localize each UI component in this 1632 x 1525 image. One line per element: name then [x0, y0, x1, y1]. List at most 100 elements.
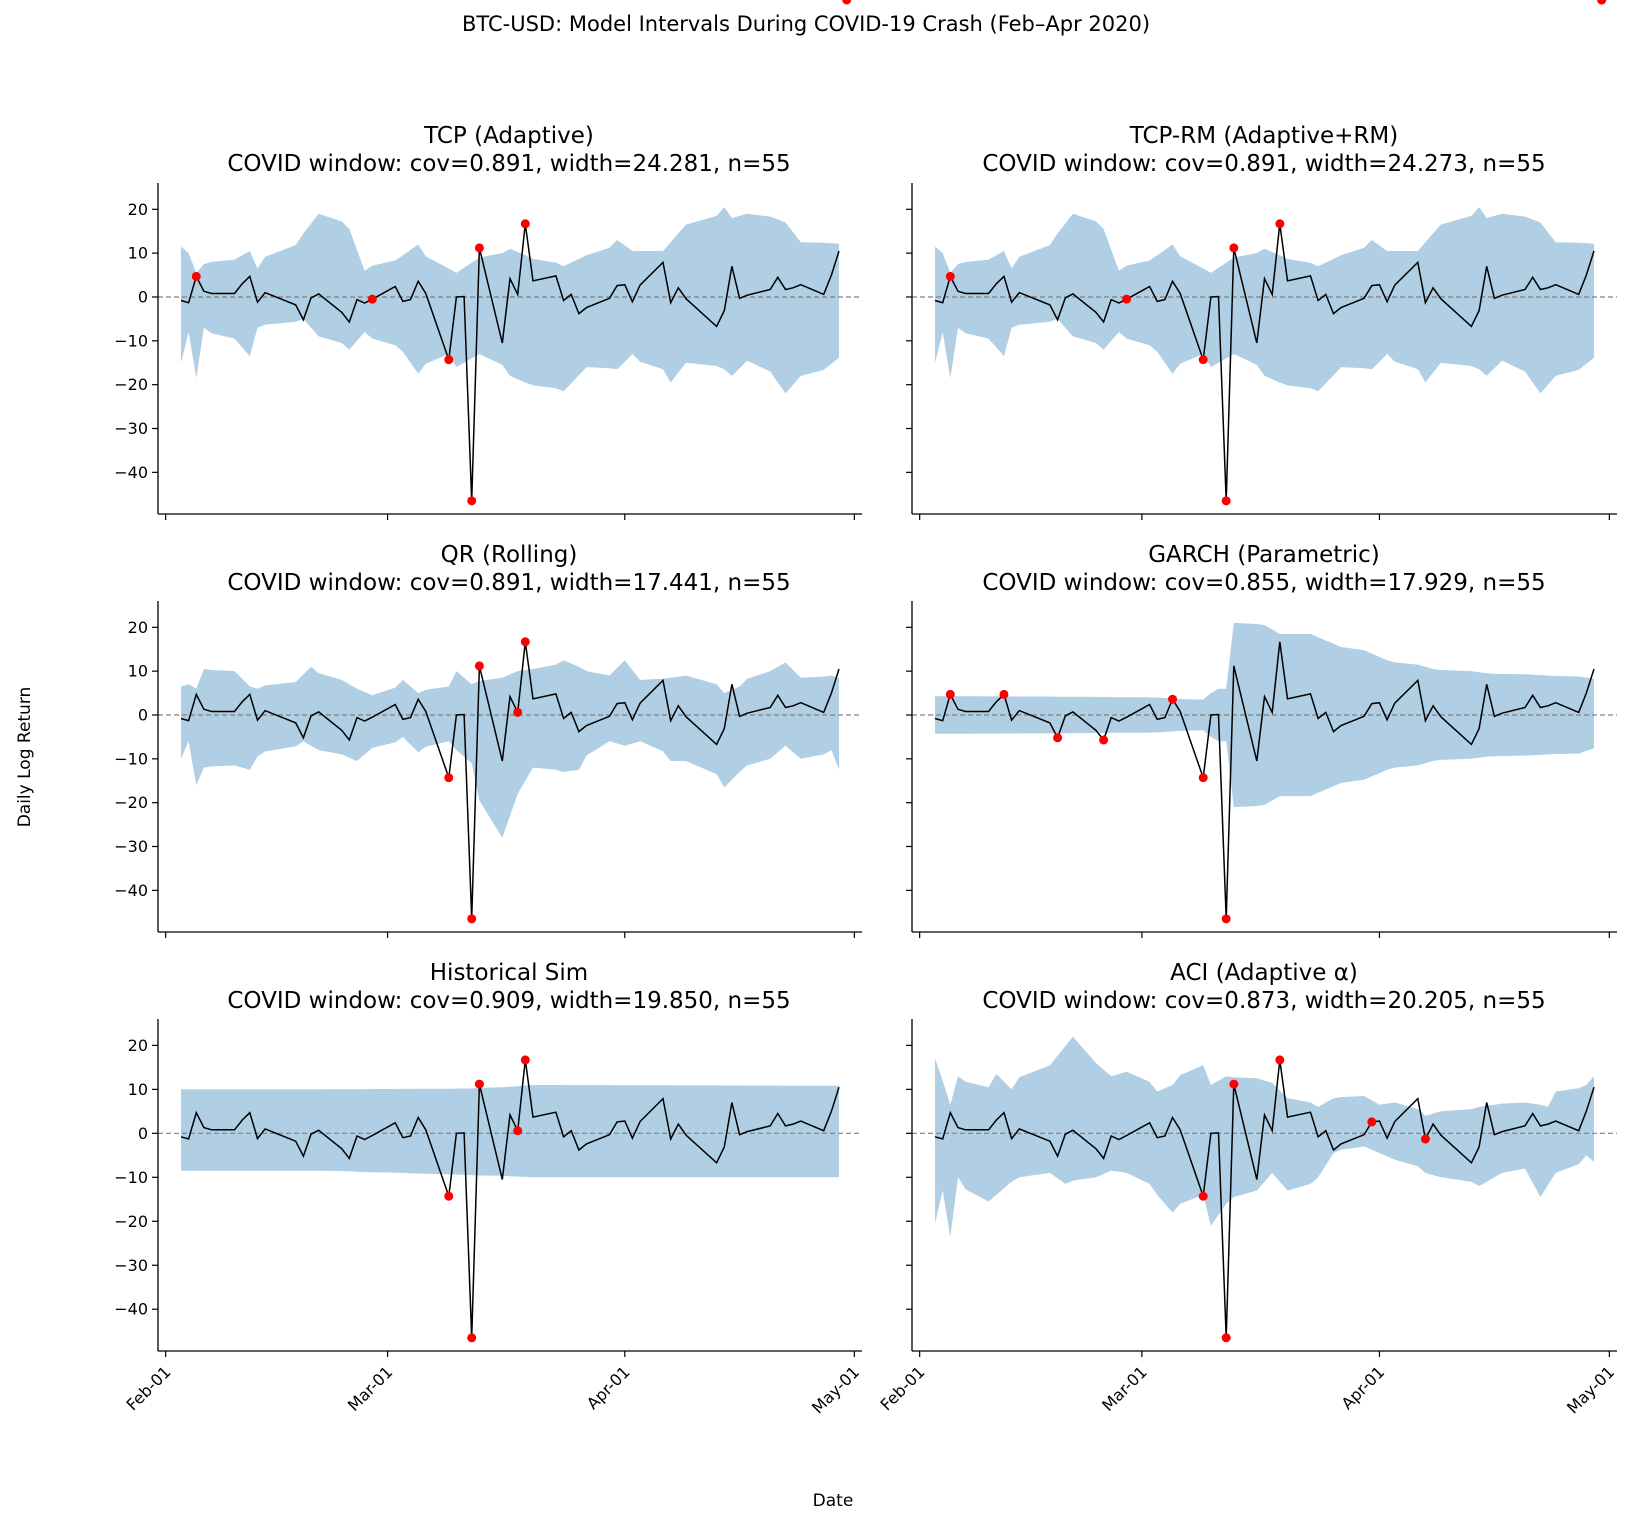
- panel-subtitle: COVID window: cov=0.873, width=20.205, n…: [982, 988, 1545, 1014]
- interval-band: [181, 207, 839, 394]
- y-tick-label: 0: [138, 705, 148, 724]
- miss-point: [1198, 773, 1208, 783]
- miss-point: [191, 271, 201, 281]
- x-tick-label: Apr-01: [583, 1362, 634, 1413]
- y-tick-label: −10: [114, 1168, 148, 1187]
- miss-point: [1229, 243, 1239, 253]
- miss-point: [474, 243, 484, 253]
- miss-point: [1229, 1079, 1239, 1089]
- miss-point: [1198, 1191, 1208, 1201]
- miss-point: [945, 271, 955, 281]
- miss-point: [1275, 219, 1285, 229]
- interval-band: [181, 1085, 839, 1178]
- panel-title: GARCH (Parametric): [1148, 542, 1380, 568]
- panel-title: TCP (Adaptive): [423, 123, 594, 149]
- return-line: [180, 223, 840, 501]
- y-tick-label: −10: [114, 749, 148, 768]
- panel-plot: 20 10 0 −10 −20 −30 −40 Feb-01 Mar-01 Apr-01 May-0…: [114, 1019, 863, 1418]
- panel-subtitle: COVID window: cov=0.891, width=17.441, n…: [227, 570, 790, 596]
- miss-point: [1221, 496, 1231, 506]
- miss-point: [520, 637, 530, 647]
- panel-title: QR (Rolling): [441, 542, 578, 568]
- panel-subtitle: COVID window: cov=0.891, width=24.273, n…: [982, 151, 1545, 177]
- return-line: [934, 1059, 1595, 1338]
- miss-point: [474, 661, 484, 671]
- panel-tcp-rm: TCP-RM (Adaptive+RM) COVID window: cov=0…: [906, 123, 1617, 520]
- miss-point: [467, 914, 477, 924]
- miss-point: [474, 1079, 484, 1089]
- panel-tcp-adaptive: TCP (Adaptive) COVID window: cov=0.891, …: [114, 123, 862, 520]
- y-tick-label: −40: [114, 463, 148, 482]
- y-tick-label: −30: [114, 837, 148, 856]
- miss-point: [367, 294, 377, 304]
- y-tick-label: −20: [114, 793, 148, 812]
- panel-subtitle: COVID window: cov=0.891, width=24.281, n…: [227, 151, 790, 177]
- x-tick-label: May-01: [808, 1362, 863, 1417]
- panel-plot: 20 10 0 −10 −20 −30 −40: [114, 0, 862, 938]
- miss-point: [520, 1055, 530, 1065]
- miss-point: [467, 496, 477, 506]
- miss-point: [1420, 1134, 1430, 1144]
- interval-band: [935, 1036, 1594, 1237]
- y-axis-label: Daily Log Return: [15, 687, 35, 828]
- miss-point: [1053, 733, 1063, 743]
- miss-point: [520, 219, 530, 229]
- miss-point: [1168, 694, 1178, 704]
- y-tick-label: −20: [114, 375, 148, 394]
- miss-point: [467, 1333, 477, 1343]
- return-line: [934, 223, 1595, 501]
- y-tick-label: 20: [128, 618, 148, 637]
- panel-qr-rolling: QR (Rolling) COVID window: cov=0.891, wi…: [114, 0, 862, 938]
- miss-point: [444, 1191, 454, 1201]
- y-tick-label: −20: [114, 1212, 148, 1231]
- panel-plot: [906, 0, 1617, 938]
- return-line: [180, 1059, 840, 1338]
- miss-point: [1275, 1055, 1285, 1065]
- miss-point: [1221, 1333, 1231, 1343]
- miss-point: [1597, 0, 1607, 5]
- y-tick-label: −30: [114, 1256, 148, 1275]
- panel-plot: 20 10 0 −10 −20 −30 −40: [114, 183, 862, 520]
- panel-title: TCP-RM (Adaptive+RM): [1129, 123, 1398, 149]
- y-tick-label: −10: [114, 331, 148, 350]
- miss-point: [444, 773, 454, 783]
- panel-plot: [906, 183, 1617, 520]
- miss-point: [513, 1126, 523, 1136]
- panel-title: ACI (Adaptive α): [1170, 960, 1358, 986]
- miss-point: [999, 689, 1009, 699]
- x-tick-label: May-01: [1563, 1362, 1618, 1417]
- miss-point: [444, 355, 454, 365]
- miss-point: [1099, 735, 1109, 745]
- miss-point: [1367, 1117, 1377, 1127]
- y-tick-label: 20: [128, 1036, 148, 1055]
- x-tick-label: Feb-01: [123, 1362, 175, 1414]
- x-axis-label: Date: [813, 1491, 854, 1511]
- panel-subtitle: COVID window: cov=0.855, width=17.929, n…: [982, 570, 1545, 596]
- interval-band: [181, 660, 839, 838]
- miss-point: [1221, 914, 1231, 924]
- interval-band: [935, 207, 1594, 394]
- panel-title: Historical Sim: [430, 960, 588, 986]
- y-tick-label: 10: [128, 1080, 148, 1099]
- y-tick-label: −40: [114, 1300, 148, 1319]
- x-tick-label: Mar-01: [1098, 1362, 1151, 1415]
- return-line: [180, 641, 840, 919]
- x-tick-label: Apr-01: [1338, 1362, 1389, 1413]
- panel-subtitle: COVID window: cov=0.909, width=19.850, n…: [227, 988, 790, 1014]
- y-tick-label: 0: [138, 287, 148, 306]
- y-tick-label: −40: [114, 881, 148, 900]
- x-tick-label: Mar-01: [344, 1362, 397, 1415]
- miss-point: [513, 707, 523, 717]
- miss-point: [1198, 355, 1208, 365]
- miss-point: [842, 0, 852, 5]
- return-line: [934, 641, 1595, 919]
- panel-historical-sim: Historical Sim COVID window: cov=0.909, …: [114, 960, 863, 1418]
- y-tick-label: 10: [128, 244, 148, 263]
- miss-point: [945, 689, 955, 699]
- x-tick-label: Feb-01: [877, 1362, 929, 1414]
- panel-garch: GARCH (Parametric) COVID window: cov=0.8…: [906, 0, 1617, 938]
- y-tick-label: 20: [128, 200, 148, 219]
- y-tick-label: 0: [138, 1124, 148, 1143]
- figure-title: BTC-USD: Model Intervals During COVID-19…: [462, 12, 1150, 36]
